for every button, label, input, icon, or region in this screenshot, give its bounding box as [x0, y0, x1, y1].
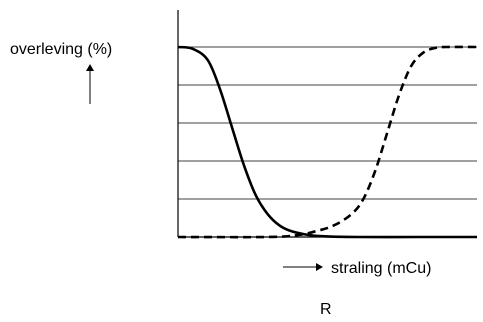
x-axis-label: straling (mCu)	[331, 260, 431, 277]
x-axis-arrow-icon	[283, 263, 323, 271]
y-axis-arrow-icon	[86, 64, 94, 104]
series-line-dashed	[177, 45, 478, 239]
grid-lines	[178, 46, 477, 200]
y-axis-label: overleving (%)	[10, 41, 112, 58]
panel-label: R	[320, 301, 332, 318]
series-line-solid	[177, 45, 477, 239]
series-group	[177, 45, 478, 239]
